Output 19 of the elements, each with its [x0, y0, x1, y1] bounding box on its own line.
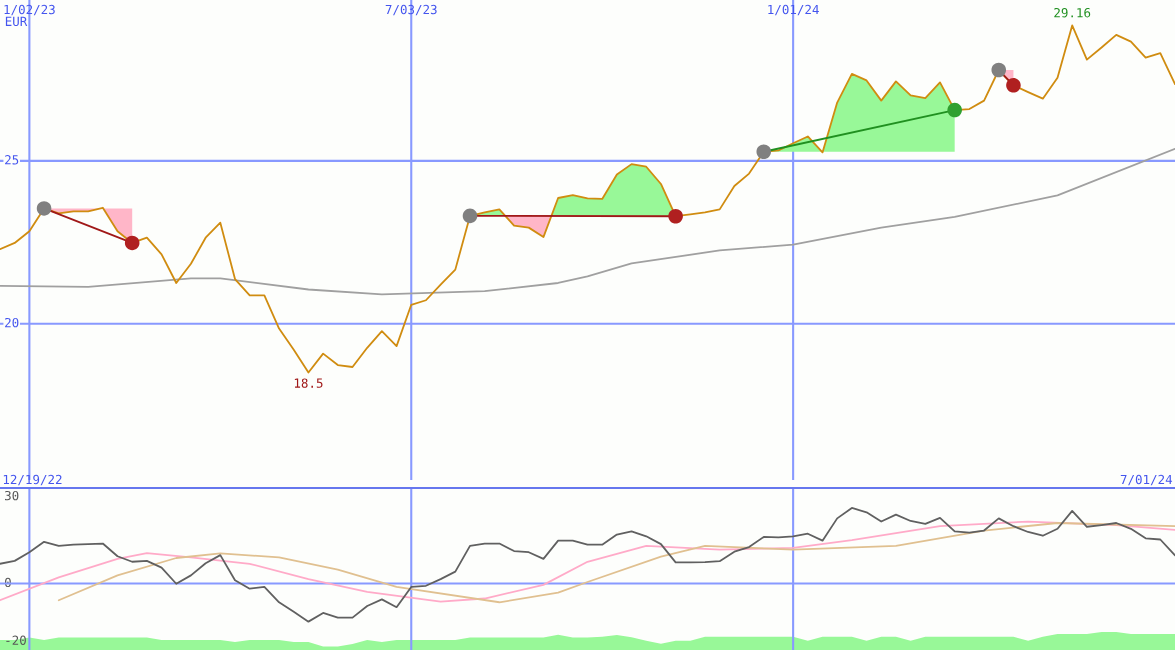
point	[124, 235, 140, 251]
point	[756, 144, 772, 160]
y-tick-label: 20	[5, 317, 19, 328]
point	[991, 62, 1007, 78]
y-axis-title: EUR	[5, 16, 28, 27]
annotation: 18.5	[294, 378, 323, 388]
annotation: 12/19/22	[3, 474, 62, 486]
point	[36, 201, 52, 216]
point	[947, 102, 962, 118]
annotation: 7/01/24	[1120, 474, 1173, 486]
line-series	[0, 24, 1175, 374]
y-tick-label: 25	[5, 155, 19, 165]
line-series	[0, 507, 1175, 623]
y-tick-label: 30	[5, 490, 19, 501]
point	[1006, 78, 1021, 93]
annotation: 29.16	[1054, 7, 1091, 18]
line-series	[0, 147, 1175, 296]
point	[462, 208, 478, 224]
point	[668, 208, 683, 224]
